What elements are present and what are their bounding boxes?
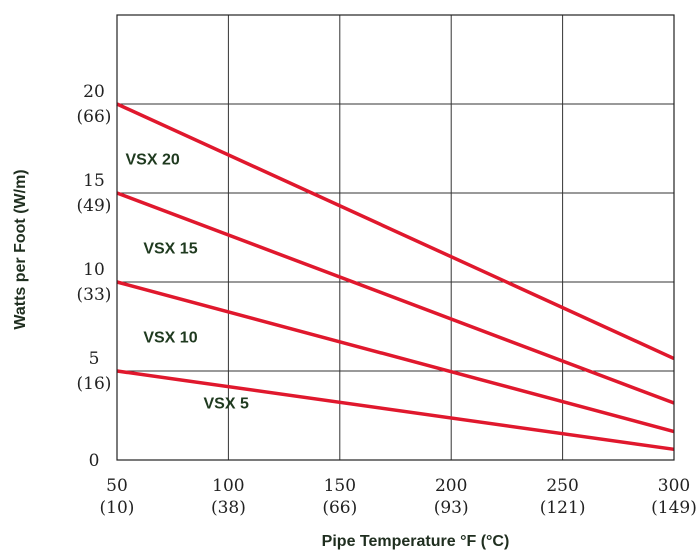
plot-border [116, 14, 675, 461]
x-axis-title: Pipe Temperature °F (°C) [322, 533, 510, 550]
x-tick-label: 200 [435, 476, 467, 496]
series-label: VSX 20 [126, 152, 180, 169]
series-labels: VSX 20 VSX 15 VSX 10 VSX 5 [126, 152, 249, 413]
y-axis-title: Watts per Foot (W/m) [12, 169, 29, 329]
x-tick-label: 300 [658, 476, 690, 496]
x-tick-label: 100 [212, 476, 244, 496]
series-label: VSX 5 [203, 395, 248, 412]
y-tick-sublabel: (16) [77, 374, 112, 394]
x-tick-label: 150 [324, 476, 356, 496]
series-line-vsx-10 [116, 280, 675, 434]
x-tick-label: 250 [546, 476, 578, 496]
y-tick-sublabel: (49) [77, 196, 112, 216]
x-tick-sublabel: (38) [211, 498, 246, 518]
x-tick-sublabel: (149) [651, 498, 696, 518]
x-tick-sublabel: (93) [434, 498, 469, 518]
series-line-vsx-20 [116, 102, 675, 361]
series-label: VSX 15 [143, 241, 197, 258]
y-tick-sublabel: (66) [77, 107, 112, 127]
series-line-vsx-5 [116, 369, 675, 452]
y-tick-label: 20 [83, 82, 105, 102]
y-tick-sublabel: (33) [77, 285, 112, 305]
y-tick-label: 15 [83, 171, 105, 191]
x-tick-sublabel: (66) [322, 498, 357, 518]
y-tick-label: 0 [89, 451, 100, 471]
series-line-vsx-15 [116, 191, 675, 405]
x-tick-sublabel: (10) [100, 498, 135, 518]
x-tick-label: 50 [106, 476, 128, 496]
plot-frame [116, 14, 675, 461]
series-lines [116, 102, 675, 452]
y-tick-label: 10 [83, 260, 105, 280]
grid [116, 14, 675, 461]
tick-labels: 50(10)100(38)150(66)200(93)250(121)300(1… [77, 82, 696, 518]
y-tick-label: 5 [89, 349, 100, 369]
x-tick-sublabel: (121) [540, 498, 586, 518]
series-label: VSX 10 [143, 330, 197, 347]
